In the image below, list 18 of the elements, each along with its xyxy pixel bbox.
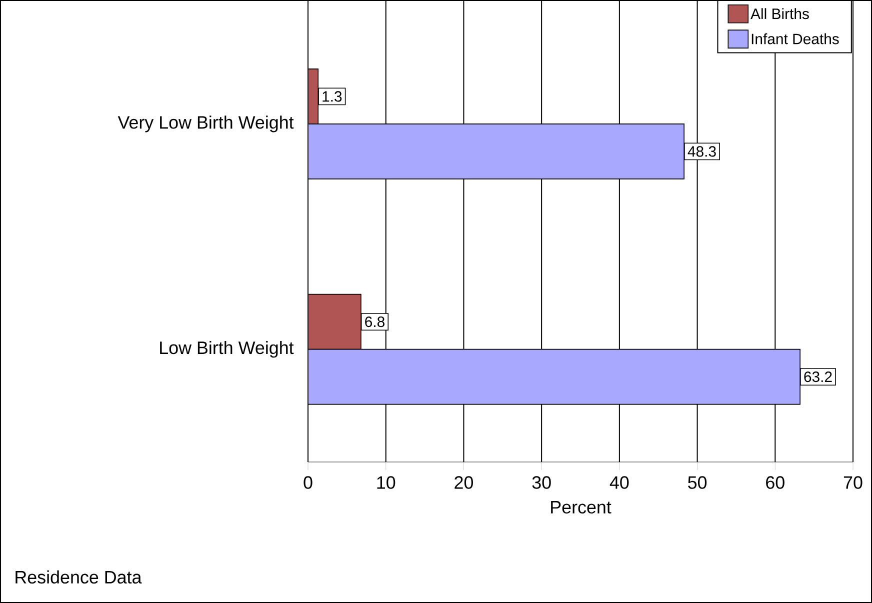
legend-label: Infant Deaths [752,33,839,44]
y-tick-label: Low Birth Weight [160,340,294,358]
x-tick-label: 10 [377,476,396,489]
data-label: 63.2 [804,372,832,382]
data-label: 1.3 [322,91,342,102]
data-label: 48.3 [688,146,716,157]
x-tick-label: 0 [304,476,312,489]
x-tick-label: 40 [610,476,629,489]
x-axis-title: Percent [551,501,612,514]
data-label: 6.8 [365,316,384,328]
legend-label: All Births [750,8,809,20]
text: Residence Data [16,570,142,584]
x-tick-label: 20 [454,476,473,489]
x-tick-label: 50 [688,476,707,489]
x-tick-label: 30 [532,476,551,489]
x-tick-label: 60 [766,476,784,489]
y-tick-label: Very Low Birth Weight [118,116,294,132]
x-tick-label: 70 [844,476,862,489]
